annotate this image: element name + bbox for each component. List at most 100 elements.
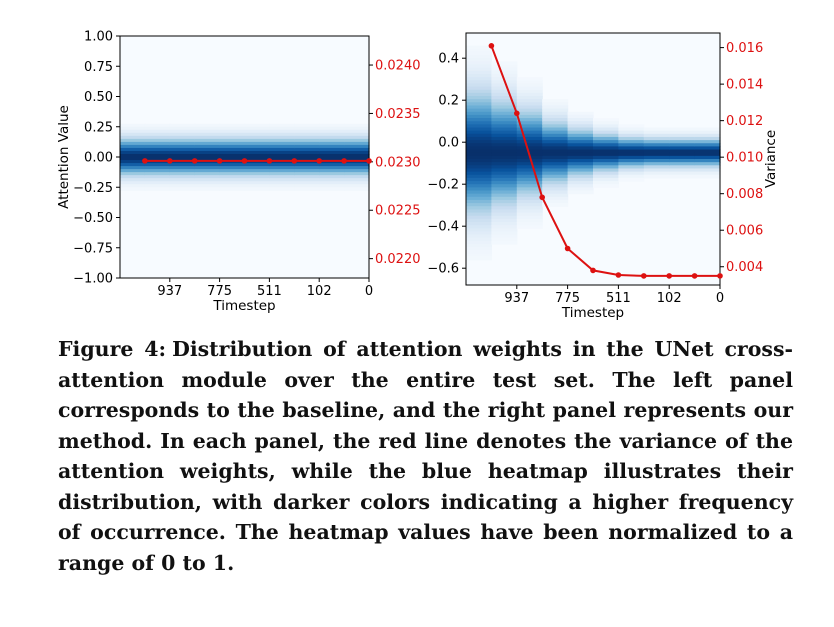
heatmap-cell [593,149,619,154]
heatmap-cell [344,129,370,134]
x-tick-label: 0 [716,291,724,306]
heatmap-cell [542,149,569,154]
heatmap-cell [516,105,543,110]
heatmap-cell [593,146,619,151]
heatmap-cell [466,45,492,50]
heatmap-cell [516,124,543,129]
heatmap-cell [144,181,171,185]
heatmap-cell [542,190,569,195]
heatmap-cell [516,203,543,207]
y-tick-label: −1.00 [73,272,113,287]
heatmap-cell [466,203,492,207]
y-tick-label: 0.75 [84,60,113,75]
heatmap-cell [466,247,492,251]
heatmap-cell [244,123,270,128]
heatmap-cell [294,184,320,188]
heatmap-cell [542,108,569,113]
heatmap-cell [669,165,696,170]
heatmap-cell [618,149,645,154]
heatmap-cell [643,165,670,170]
heatmap-cell [344,150,370,155]
y-tick-label: 0.0 [438,136,459,151]
heatmap-cell [466,225,492,229]
heatmap-cell [542,193,569,198]
heatmap-cell [244,178,270,182]
heatmap-cell [516,121,543,125]
heatmap-cell [120,135,146,140]
variance-point [291,158,298,164]
heatmap-cell [491,237,518,242]
heatmap-cell [169,178,196,182]
heatmap-cell [466,83,492,88]
heatmap-cell [294,150,320,155]
heatmap-cell [491,196,518,201]
y2-tick-label: 0.014 [726,78,763,93]
heatmap-cell [643,168,670,173]
heatmap-cell [669,140,696,144]
heatmap-cell [120,141,146,146]
heatmap-cell [491,190,518,195]
heatmap-cell [516,111,543,116]
heatmap-cell [542,199,569,204]
heatmap-cell [194,178,221,182]
heatmap-cell [169,187,196,191]
heatmap-cell [466,155,492,160]
variance-point [564,245,571,252]
heatmap-cell [567,114,594,119]
x-axis-label: Timestep [561,305,624,321]
heatmap-cell [567,124,594,129]
heatmap-cell [491,187,518,192]
y2-tick-label: 0.0235 [375,107,421,122]
heatmap-cell [244,153,270,158]
heatmap-cell [669,171,696,176]
heatmap-cell [516,206,543,210]
heatmap-cell [516,114,543,119]
heatmap-cell [169,175,196,179]
heatmap-cell [466,228,492,233]
heatmap-cell [120,150,146,155]
heatmap-cell [567,130,594,135]
heatmap-cell [244,157,270,161]
heatmap-cell [491,212,518,217]
heatmap-cell [144,172,171,176]
heatmap-cell [491,114,518,119]
heatmap-cell [694,155,721,160]
heatmap-cell [319,135,345,140]
heatmap-cell [269,166,295,170]
heatmap-cell [491,64,518,69]
heatmap-cell [669,133,696,138]
heatmap-cell [618,177,645,182]
heatmap-cell [344,147,370,152]
heatmap-cell [344,172,370,176]
heatmap-cell [669,136,696,141]
heatmap-cell [643,146,670,151]
heatmap-cell [466,86,492,91]
heatmap-cell [618,155,645,160]
heatmap-cell [219,138,246,143]
heatmap-cell [694,136,721,141]
heatmap-cell [516,193,543,198]
heatmap-cell [219,153,246,158]
heatmap-cell [516,136,543,141]
heatmap-cell [219,157,246,161]
heatmap-cell [269,181,295,185]
heatmap-cell [643,136,670,141]
heatmap-cell [219,135,246,140]
heatmap-cell [516,190,543,195]
heatmap-cell [491,140,518,144]
heatmap-cell [194,150,221,155]
heatmap-cell [244,181,270,185]
heatmap-cell [567,171,594,176]
heatmap-cell [567,187,594,192]
heatmap-cell [491,155,518,160]
heatmap-cell [643,152,670,157]
heatmap-cell [643,159,670,163]
heatmap-cell [694,143,721,147]
heatmap-cell [694,130,721,135]
heatmap-cell [294,169,320,173]
heatmap-cell [694,159,721,163]
heatmap-cell [491,61,518,66]
heatmap-cell [491,184,518,188]
heatmap-cell [294,123,320,128]
heatmap-cell [294,126,320,131]
